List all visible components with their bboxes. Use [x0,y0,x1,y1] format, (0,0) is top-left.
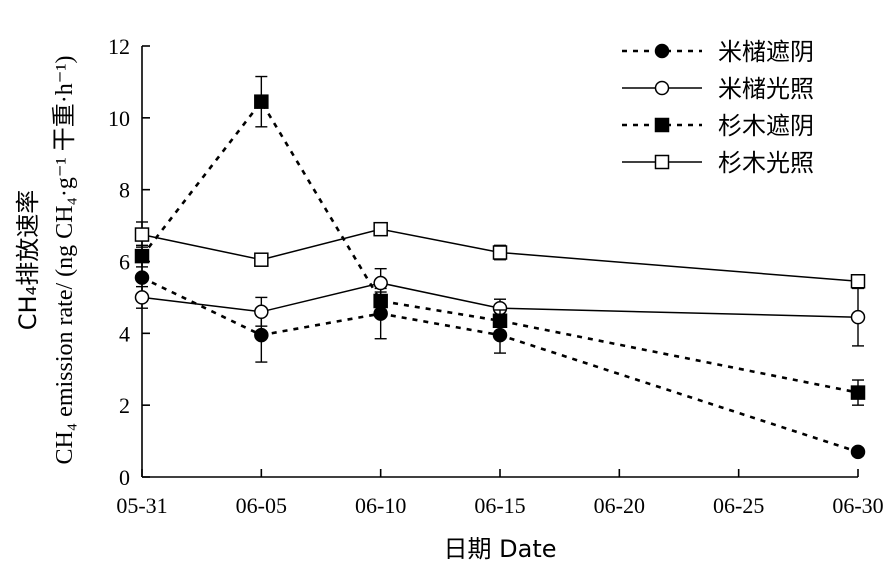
x-tick-label: 06-10 [355,493,406,518]
legend-label: 米槠遮阴 [718,38,814,66]
data-point [254,304,269,320]
legend-entry-1: 米槠遮阴 [622,38,814,66]
data-point [850,309,866,325]
legend-label: 杉木遮阴 [718,112,814,140]
data-point [373,293,388,309]
series-layer [134,75,866,460]
data-point [373,221,388,237]
data-point [254,94,269,109]
axes: 0 2 4 6 8 10 12 05-31 06-05 06-10 06-15 06-20 06-25 0… [108,34,884,518]
data-point [492,313,508,329]
data-point [134,227,150,242]
data-point [254,327,269,343]
data-point [134,290,150,305]
y-tick-label: 6 [119,250,130,275]
legend-label: 杉木光照 [718,149,814,177]
legend-marker [654,43,670,59]
data-point [254,252,269,267]
y-axis-title-en: CH₄ emission rate/ (ng CH₄·g⁻¹ 干重·h⁻¹) [51,55,78,464]
y-tick-label: 10 [108,106,130,131]
x-tick-label: 06-25 [713,493,764,518]
data-point [850,385,866,400]
legend-marker [654,117,670,133]
y-tick-label: 8 [119,178,130,203]
series-1 [134,259,866,460]
x-axis-title: 日期 Date [444,535,557,563]
y-tick-label: 0 [119,465,130,490]
x-tick-label: 06-05 [236,493,287,518]
legend-entry-3: 杉木遮阴 [622,112,814,140]
y-tick-label: 4 [119,321,130,346]
data-point [850,444,866,460]
x-tick-label: 05-31 [116,493,167,518]
data-point [850,274,866,289]
y-axis-title: CH₄排放速率 CH₄ emission rate/ (ng CH₄·g⁻¹ 干… [14,55,78,464]
data-point [134,248,150,264]
x-tick-label: 06-20 [594,493,645,518]
y-tick-label: 12 [108,34,130,59]
data-point [492,245,508,260]
y-axis-title-cn: CH₄排放速率 [14,190,42,330]
series-4 [134,221,866,289]
legend-entry-2: 米槠光照 [622,75,814,103]
series-3 [134,75,866,406]
legend-marker [654,154,670,170]
legend-marker [654,80,670,96]
x-tick-label: 06-15 [474,493,525,518]
legend-entry-4: 杉木光照 [622,149,814,177]
y-tick-label: 2 [119,393,130,418]
data-point [373,275,388,291]
legend-label: 米槠光照 [718,75,814,103]
data-point [134,270,150,285]
x-tick-label: 06-30 [832,493,883,518]
